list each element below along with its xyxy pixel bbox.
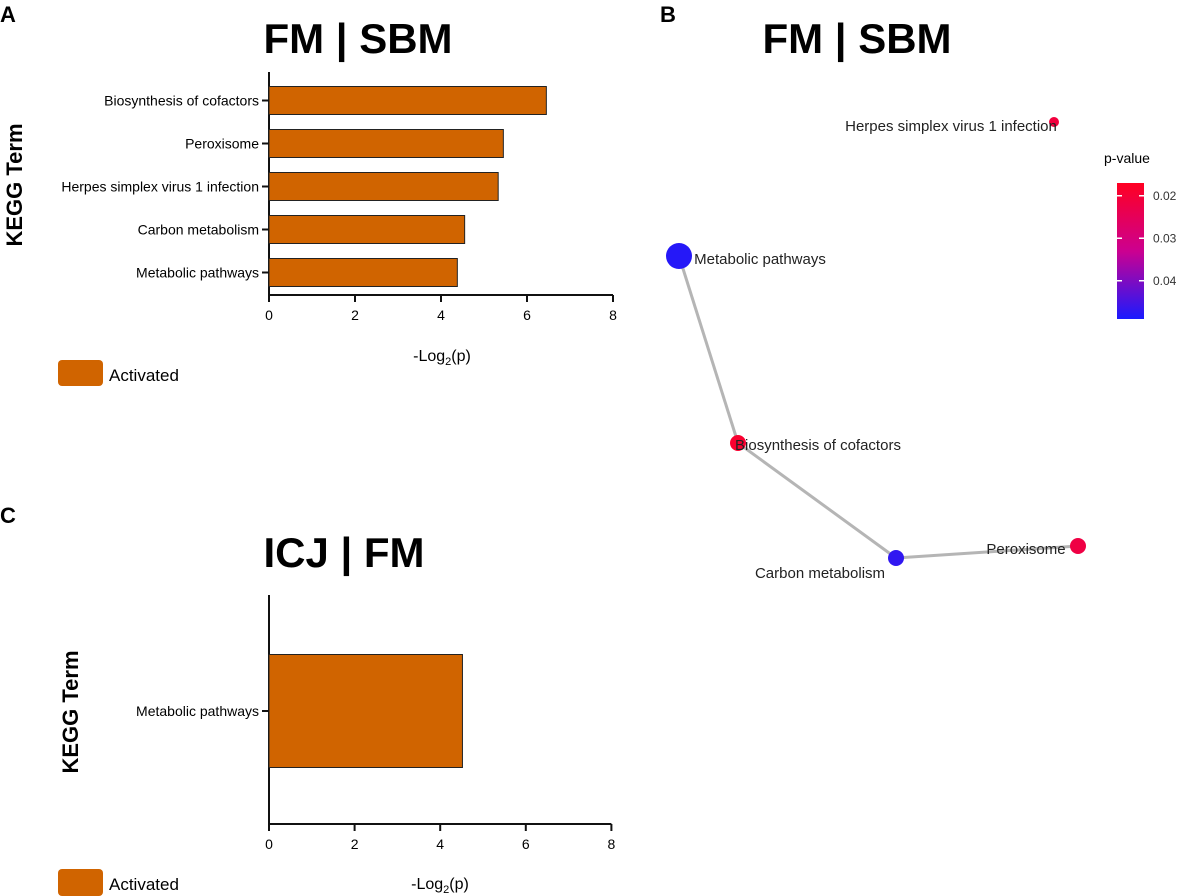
- panel-a-ylabel: KEGG Term: [2, 123, 27, 246]
- network-node: [1070, 538, 1086, 554]
- network-edge: [737, 441, 897, 560]
- network-node: [888, 550, 904, 566]
- panel-c-xlabel: -Log2(p): [411, 876, 469, 896]
- network-node-label: Peroxisome: [986, 541, 1065, 558]
- x-tick-label: 6: [523, 307, 531, 323]
- panel-c-title: ICJ | FM: [263, 529, 424, 577]
- x-tick-label: 0: [265, 307, 273, 323]
- x-tick-label: 0: [265, 836, 273, 852]
- category-label: Peroxisome: [185, 136, 259, 152]
- xlabel-suffix: (p): [451, 348, 471, 365]
- panel-a-bar-chart: 0 2 4 6 8 Biosynthesis of cofactors Peroxisome…: [61, 72, 617, 323]
- xlabel-subscript: 2: [443, 884, 449, 896]
- xlabel-suffix: (p): [449, 876, 469, 893]
- xlabel-subscript: 2: [445, 356, 451, 368]
- network-edge: [677, 255, 740, 444]
- network-node-label: Biosynthesis of cofactors: [735, 437, 901, 454]
- color-scale-title: p-value: [1104, 150, 1150, 166]
- network-node-label: Carbon metabolism: [755, 565, 885, 582]
- panel-c-bar-chart: 0 2 4 6 8 Metabolic pathways: [136, 595, 616, 852]
- color-scale-tick-label: 0.03: [1153, 231, 1177, 245]
- p-value-color-scale: p-value 0.02 0.03 0.04: [1104, 150, 1177, 319]
- x-tick-label: 2: [351, 836, 359, 852]
- panel-c-ylabel: KEGG Term: [58, 650, 83, 773]
- panel-c-legend-label: Activated: [109, 875, 179, 894]
- panel-b-letter: B: [660, 2, 676, 27]
- panel-a: A FM | SBM 0 2 4 6 8 Biosynthesis of cofactor…: [0, 2, 617, 386]
- x-tick-label: 4: [436, 836, 444, 852]
- xlabel-prefix: -Log: [413, 348, 445, 365]
- x-tick-label: 4: [437, 307, 445, 323]
- color-scale-tick-label: 0.02: [1153, 189, 1177, 203]
- panel-a-xlabel: -Log2(p): [413, 348, 471, 368]
- panel-a-title: FM | SBM: [263, 15, 452, 63]
- color-scale-gradient: [1117, 183, 1144, 319]
- panel-c: C ICJ | FM 0 2 4 6 8 Metabolic pathways KEGG …: [0, 503, 616, 896]
- panel-a-letter: A: [0, 2, 16, 27]
- category-label: Biosynthesis of cofactors: [104, 93, 259, 109]
- x-tick-label: 2: [351, 307, 359, 323]
- network-node: [730, 435, 746, 451]
- panel-c-legend-swatch: [58, 869, 103, 896]
- bar: [268, 258, 458, 287]
- network-node-label: Herpes simplex virus 1 infection: [845, 118, 1057, 135]
- panel-b: B FM | SBM Herpes simplex virus 1 infect…: [660, 2, 1177, 582]
- panel-b-title: FM | SBM: [762, 15, 951, 63]
- panel-a-legend-label: Activated: [109, 366, 179, 385]
- xlabel-prefix: -Log: [411, 876, 443, 893]
- bar: [268, 129, 504, 158]
- x-tick-label: 8: [609, 307, 617, 323]
- category-label: Metabolic pathways: [136, 265, 259, 281]
- color-scale-tick-label: 0.04: [1153, 274, 1177, 288]
- bar: [268, 172, 499, 201]
- x-tick-label: 6: [522, 836, 530, 852]
- panel-a-legend-swatch: [58, 360, 103, 386]
- bar: [268, 654, 463, 768]
- network-node: [1049, 117, 1059, 127]
- bar: [268, 215, 466, 244]
- color-scale-ticks: 0.02 0.03 0.04: [1117, 189, 1177, 288]
- network-edge: [895, 544, 1079, 560]
- panel-c-letter: C: [0, 503, 16, 528]
- bar: [268, 86, 547, 115]
- category-label: Metabolic pathways: [136, 703, 259, 719]
- network-node-label: Metabolic pathways: [694, 251, 826, 268]
- network-node: [666, 243, 692, 269]
- panel-b-network: Herpes simplex virus 1 infection Metaboli…: [666, 117, 1086, 582]
- category-label: Carbon metabolism: [138, 222, 259, 238]
- x-tick-label: 8: [608, 836, 616, 852]
- category-label: Herpes simplex virus 1 infection: [61, 179, 259, 195]
